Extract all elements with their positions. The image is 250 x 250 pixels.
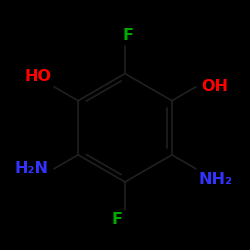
Text: H₂N: H₂N bbox=[14, 161, 48, 176]
Text: NH₂: NH₂ bbox=[199, 172, 233, 186]
Text: F: F bbox=[111, 212, 122, 228]
Text: HO: HO bbox=[24, 69, 51, 84]
Text: F: F bbox=[122, 28, 133, 43]
Text: OH: OH bbox=[202, 79, 228, 94]
